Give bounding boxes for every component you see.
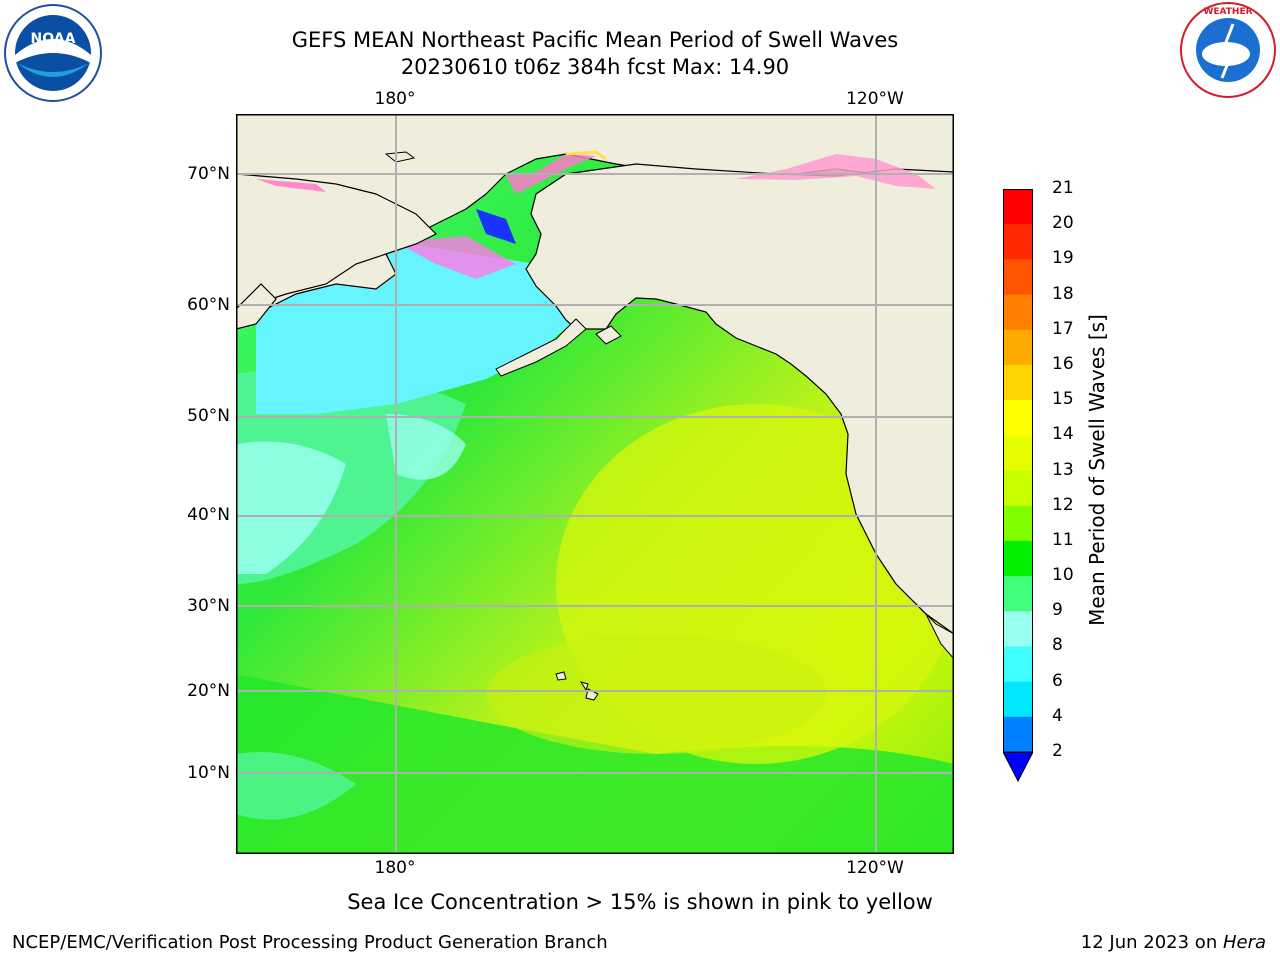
lat-tick-60n: 60°N [187,295,230,315]
footer-date: 12 Jun 2023 on [1080,932,1223,953]
colorbar-tick: 17 [1052,318,1074,339]
footer-machine: Hera [1222,932,1266,953]
colorbar-segment [1003,294,1033,331]
lat-tick-70n: 70°N [187,164,230,184]
colorbar-tick: 20 [1052,213,1074,234]
colorbar-tick: 6 [1052,670,1063,691]
map-title: GEFS MEAN Northeast Pacific Mean Period … [291,28,899,52]
colorbar-tick: 2 [1052,741,1063,761]
colorbar-tick: 15 [1052,389,1074,410]
colorbar-tick: 13 [1052,459,1074,480]
footer-left: NCEP/EMC/Verification Post Processing Pr… [12,932,608,953]
colorbar-segment [1003,611,1033,647]
colorbar [1003,189,1033,784]
svg-text:WEATHER: WEATHER [1203,7,1252,17]
colorbar-segment [1003,224,1033,260]
colorbar-segment [1003,576,1033,612]
svg-text:NOAA: NOAA [31,31,76,47]
colorbar-tick: 16 [1052,353,1074,374]
colorbar-segment [1003,189,1033,225]
colorbar-tick: 9 [1052,600,1063,621]
colorbar-tick: 10 [1052,565,1074,586]
colorbar-tick: 19 [1052,248,1074,269]
colorbar-segment [1003,364,1033,401]
nws-logo: WEATHER [1178,2,1278,102]
colorbar-segment [1003,505,1033,542]
footer-right: 12 Jun 2023 on Hera [1081,932,1266,953]
colorbar-tick: 21 [1052,178,1074,198]
colorbar-tick: 11 [1052,529,1074,550]
lat-tick-40n: 40°N [187,505,230,525]
colorbar-segment [1003,259,1033,296]
colorbar-tick: 12 [1052,494,1074,515]
lat-tick-10n: 10°N [187,763,230,783]
colorbar-segment [1003,540,1033,577]
colorbar-tick: 8 [1052,635,1063,656]
lat-tick-20n: 20°N [187,681,230,701]
sea-ice-note: Sea Ice Concentration > 15% is shown in … [347,890,933,914]
lat-tick-30n: 30°N [187,596,230,616]
colorbar-segment [1003,400,1033,436]
colorbar-segment [1003,716,1033,753]
map-subtitle: 20230610 t06z 384h fcst Max: 14.90 [400,55,790,79]
colorbar-tick: 4 [1052,705,1063,726]
graticule [236,114,954,854]
lat-tick-50n: 50°N [187,406,230,426]
colorbar-segment [1003,470,1033,507]
colorbar-label: Mean Period of Swell Waves [s] [1085,314,1109,626]
map-panel [236,114,954,854]
colorbar-segment [1003,435,1033,471]
lon-tick-top-120w: 120°W [846,89,904,109]
colorbar-segment [1003,329,1033,366]
lon-tick-top-180: 180° [374,89,416,109]
colorbar-segment [1003,681,1033,718]
lon-tick-bottom-120w: 120°W [846,858,904,878]
lon-tick-bottom-180: 180° [374,858,416,878]
noaa-logo: NOAA [3,3,103,103]
colorbar-segment [1003,646,1033,683]
colorbar-tick: 18 [1052,283,1074,304]
colorbar-tick: 14 [1052,424,1074,445]
